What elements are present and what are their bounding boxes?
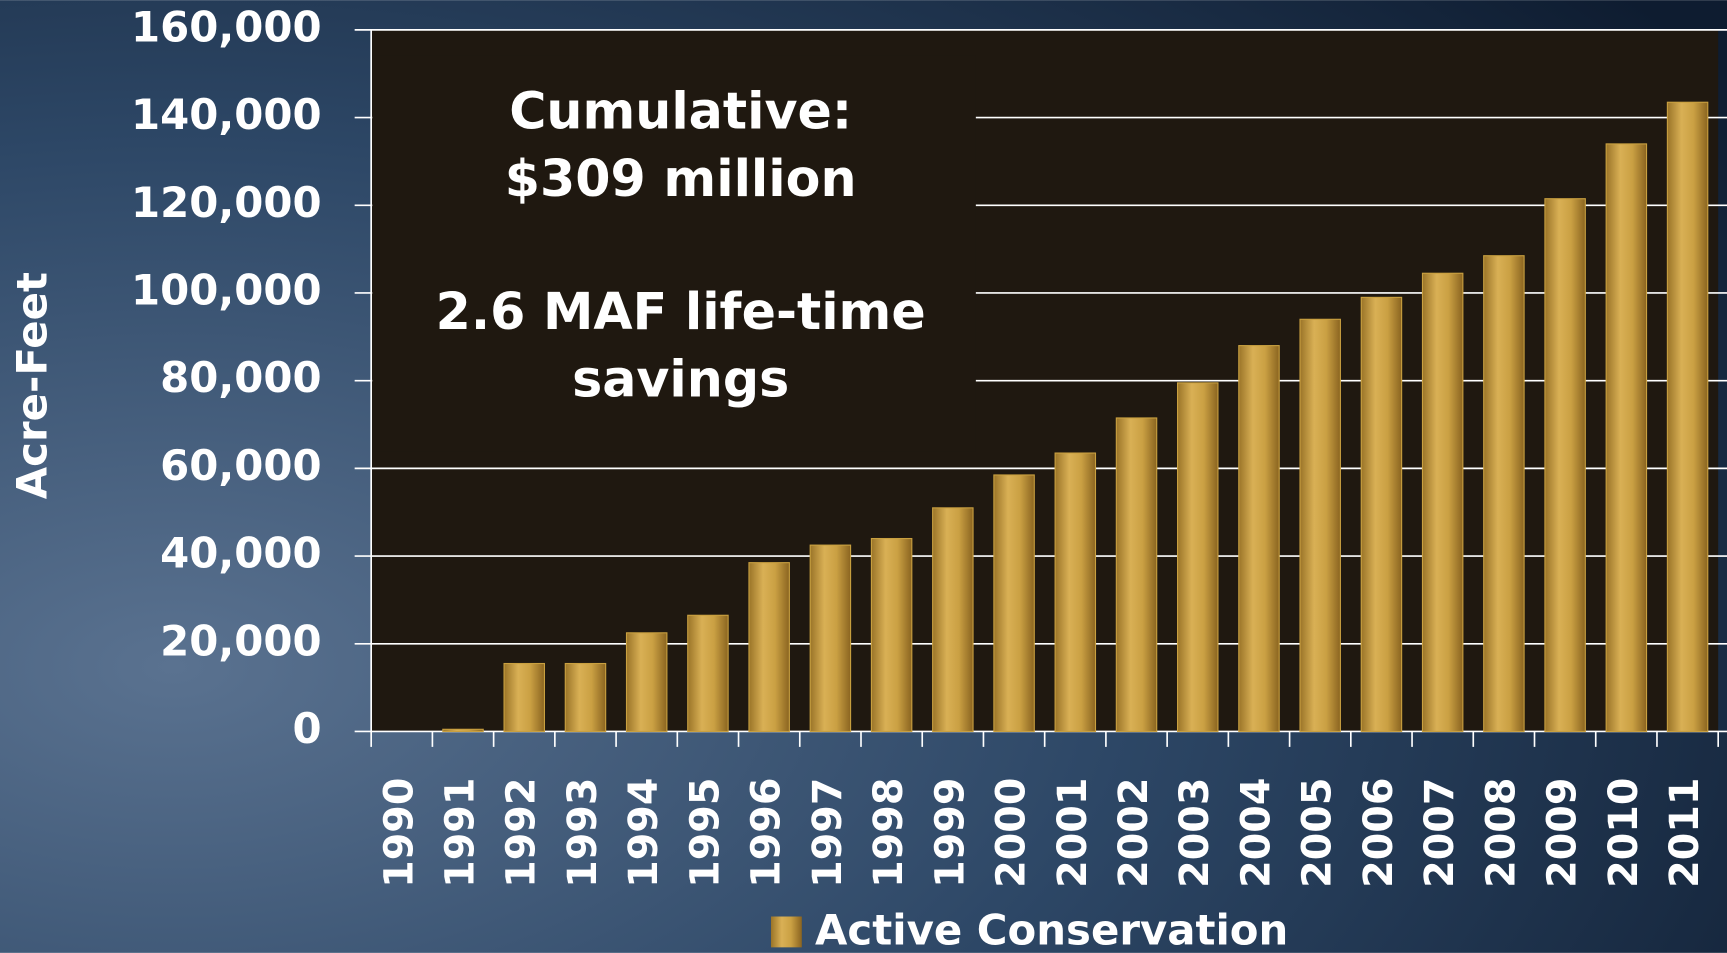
y-tick-label: 80,000: [160, 353, 321, 402]
annotation: $309 million: [505, 149, 857, 208]
x-tick-label: 2008: [1478, 778, 1524, 888]
y-tick-label: 60,000: [160, 441, 321, 490]
x-tick-label: 1993: [560, 778, 606, 888]
x-tick-label: 1995: [682, 778, 728, 888]
x-tick-label: 2000: [989, 778, 1035, 888]
bar: [1176, 382, 1219, 733]
x-tick-label: 1996: [744, 778, 790, 888]
bar: [993, 474, 1035, 733]
legend-label: Active Conservation: [815, 906, 1288, 953]
bar: [1360, 296, 1403, 733]
bar: [932, 507, 974, 733]
bar: [1544, 198, 1586, 733]
bar: [1299, 318, 1341, 733]
y-tick-label: 20,000: [160, 616, 321, 665]
x-tick-label: 2006: [1356, 778, 1402, 888]
annotation: Cumulative:: [509, 82, 852, 141]
y-tick-label: 40,000: [160, 529, 321, 578]
bar: [748, 562, 790, 733]
x-tick-label: 2009: [1540, 778, 1586, 888]
x-tick-label: 1999: [927, 778, 973, 888]
bar: [564, 662, 607, 733]
annotation: 2.6 MAF life-time: [436, 282, 926, 341]
x-tick-label: 1997: [805, 778, 851, 888]
x-tick-label: 1994: [621, 778, 667, 888]
bar: [1605, 143, 1648, 733]
x-tick-label: 2004: [1233, 778, 1279, 888]
annotation-box: [372, 55, 976, 452]
y-tick-label: 120,000: [131, 178, 322, 227]
bar: [442, 728, 484, 733]
bar: [1054, 452, 1097, 733]
y-tick-label: 100,000: [131, 265, 322, 314]
x-tick-label: 1998: [866, 778, 912, 888]
y-tick-label: 140,000: [131, 90, 322, 139]
x-tick-label: 2001: [1050, 778, 1096, 888]
bar: [1421, 272, 1464, 733]
x-tick-label: 2007: [1417, 778, 1463, 888]
x-tick-label: 2010: [1601, 778, 1647, 888]
bar: [870, 537, 913, 733]
y-tick-label: 160,000: [131, 2, 322, 51]
bar: [1238, 345, 1280, 733]
annotation: savings: [572, 349, 789, 408]
bar: [1483, 255, 1525, 733]
bar: [625, 632, 668, 733]
bar: [687, 614, 729, 733]
bar: [1115, 417, 1158, 733]
legend-swatch: [770, 916, 802, 948]
bar: [503, 662, 545, 733]
bar: [1666, 101, 1709, 733]
y-tick-label: 0: [292, 704, 321, 753]
y-axis-label: Acre-Feet: [8, 272, 57, 499]
x-tick-label: 2002: [1111, 778, 1157, 888]
x-tick-label: 1992: [499, 778, 545, 888]
x-tick-label: 2003: [1172, 778, 1218, 888]
x-tick-label: 1990: [376, 778, 422, 888]
x-tick-label: 1991: [438, 778, 484, 888]
bar: [809, 544, 852, 733]
x-tick-label: 2005: [1295, 778, 1341, 888]
x-tick-label: 2011: [1662, 778, 1708, 888]
